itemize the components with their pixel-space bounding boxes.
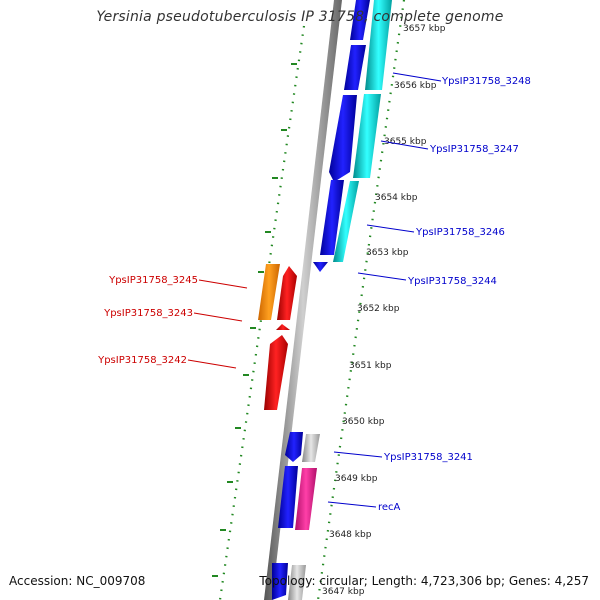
gene-3245-orange: [258, 264, 280, 320]
pink-cds: [295, 468, 317, 530]
gene-3247-arrow: [329, 95, 357, 182]
reverse-genes: [258, 264, 297, 410]
gc-skew-marks: [212, 63, 297, 577]
label-ypsip31758-3247[interactable]: YpsIP31758_3247: [429, 144, 519, 155]
kbp-ticks: 3657 kbp 3656 kbp 3655 kbp 3654 kbp 3653…: [322, 24, 446, 597]
tick-3654: 3654 kbp: [375, 193, 418, 203]
label-ypsip31758-3244[interactable]: YpsIP31758_3244: [407, 276, 497, 287]
tick-3650: 3650 kbp: [342, 417, 385, 427]
gene-3248-arrow: [350, 0, 370, 40]
tick-3649: 3649 kbp: [335, 474, 378, 484]
gene-3244-arrow: [313, 262, 328, 272]
gene-labels-right: [327, 72, 442, 508]
gene-3241-arrow: [285, 432, 303, 462]
gene-3248-body: [344, 45, 366, 90]
label-ypsip31758-3241[interactable]: YpsIP31758_3241: [383, 452, 473, 463]
map-title: Yersinia pseudotuberculosis IP 31758, co…: [96, 9, 504, 25]
gene-reca-arrow: [278, 466, 298, 528]
tick-3656: 3656 kbp: [394, 81, 437, 91]
tick-3647: 3647 kbp: [322, 587, 365, 597]
label-ypsip31758-3243[interactable]: YpsIP31758_3243: [103, 308, 193, 319]
tick-3655: 3655 kbp: [384, 137, 427, 147]
label-ypsip31758-3246[interactable]: YpsIP31758_3246: [415, 227, 505, 238]
gene-bottom-arrow: [272, 563, 288, 600]
genome-backbone: [264, 0, 342, 600]
grey-cds-2: [288, 565, 306, 600]
label-ypsip31758-3245[interactable]: YpsIP31758_3245: [108, 275, 198, 286]
forward-genes: [272, 0, 370, 600]
gene-3245-arrow: [277, 266, 297, 320]
topology-text: Topology: circular; Length: 4,723,306 bp…: [259, 574, 589, 588]
label-ypsip31758-3242[interactable]: YpsIP31758_3242: [97, 355, 187, 366]
cds-track-cyan: [333, 0, 392, 262]
tick-3652: 3652 kbp: [357, 304, 400, 314]
label-ypsip31758-3248[interactable]: YpsIP31758_3248: [441, 76, 531, 87]
tick-3653: 3653 kbp: [366, 248, 409, 258]
accession-text: Accession: NC_009708: [9, 574, 146, 588]
label-reca[interactable]: recA: [378, 502, 401, 513]
gene-3243-arrow: [276, 324, 290, 330]
gene-3246-arrow: [320, 180, 344, 255]
gene-3242-arrow: [264, 335, 288, 410]
gene-labels-left: [187, 279, 248, 369]
tick-3651: 3651 kbp: [349, 361, 392, 371]
tick-3648: 3648 kbp: [329, 530, 372, 540]
tick-3657: 3657 kbp: [403, 24, 446, 34]
grey-cds-1: [302, 434, 320, 462]
